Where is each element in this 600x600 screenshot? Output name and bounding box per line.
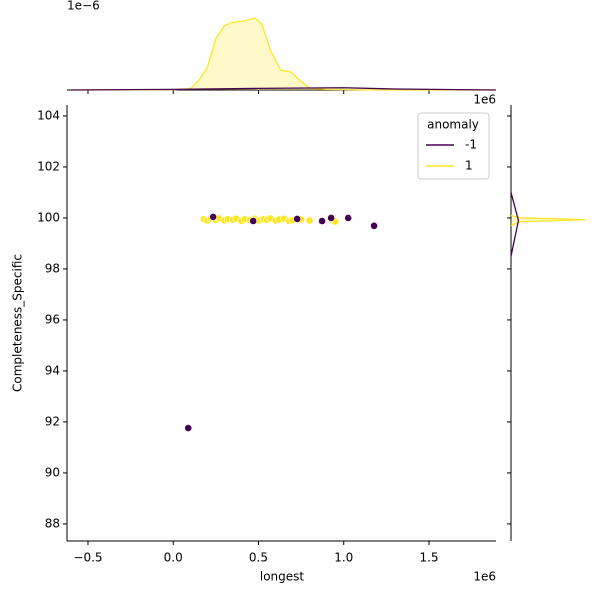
x-tick-label: 0.5 [249,551,268,565]
kde-line [70,87,496,91]
scatter-point [293,215,302,223]
y-tick-label: 90 [45,465,60,479]
y-axis-label: Completeness_Specific [11,254,25,392]
x-tick-label: 1.0 [334,551,353,565]
scatter-point [327,214,336,222]
scatter-point [209,213,218,221]
x-offset-label-top: 1e6 [473,93,496,107]
legend-box [417,112,490,180]
y-tick-label: 88 [45,516,60,530]
kde-area [70,17,496,90]
scatter-point [249,217,258,225]
y-tick-label: 94 [45,363,60,377]
kde-line [510,192,520,257]
top-marginal-offset: 1e−6 [67,0,100,13]
y-tick-label: 98 [45,261,60,275]
y-tick-label: 96 [45,312,60,326]
x-offset-label: 1e6 [473,570,496,584]
y-tick-label: 92 [45,414,60,428]
x-axis-label: longest [260,570,305,584]
legend-title: anomaly [427,118,479,132]
scatter-point [370,221,378,230]
y-tick-label: 102 [37,159,60,173]
legend-label: 1 [465,159,473,173]
y-tick-label: 104 [37,108,60,122]
scatter-point [305,216,314,225]
x-tick-label: 1.5 [419,551,438,565]
y-tick-label: 100 [37,210,60,224]
legend-label: -1 [465,138,477,152]
kde-line [510,214,586,227]
scatter-point [318,217,326,225]
scatter-point [184,424,193,432]
scatter-point [344,214,353,222]
x-tick-label: 0.0 [164,551,183,565]
x-tick-label: −0.5 [73,551,102,565]
